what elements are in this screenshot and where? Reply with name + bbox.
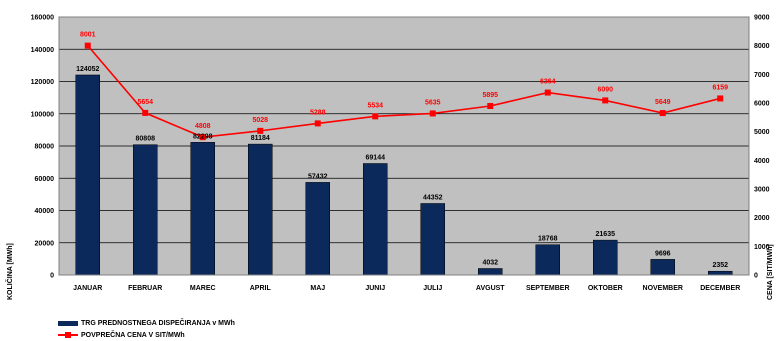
bar-value-label: 81184 [251, 135, 270, 142]
y-right-tick-label: 6000 [754, 101, 770, 108]
y-tick-label: 80000 [35, 144, 55, 151]
price-marker [544, 89, 551, 96]
x-tick-label: OKTOBER [588, 285, 623, 292]
legend-swatch-bar [58, 320, 78, 326]
bar [190, 142, 215, 276]
legend-label-bars: TRG PREDNOSTNEGA DISPEČIRANJA v MWh [81, 319, 235, 327]
bar-value-label: 69144 [366, 155, 386, 162]
data-labels: 124052 80808 82298 81184 57432 69144 44352 4032… [76, 32, 728, 270]
x-tick-label: FEBRUAR [128, 285, 162, 292]
price-marker [84, 42, 91, 49]
y-right-tick-label: 9000 [754, 15, 770, 22]
price-marker [659, 110, 666, 117]
bar [478, 268, 503, 276]
price-marker [199, 134, 206, 141]
x-tick-label: NOVEMBER [643, 285, 683, 292]
y-right-tick-label: 3000 [754, 187, 770, 194]
y-right-tick-label: 0 [754, 273, 758, 280]
grid [59, 48, 749, 244]
y-right-tick-label: 5000 [754, 129, 770, 136]
x-tick-label: APRIL [250, 285, 272, 292]
price-value-label: 5028 [252, 117, 268, 124]
bar [593, 239, 618, 276]
bar-value-label: 21635 [596, 231, 616, 238]
y-tick-label: 160000 [31, 15, 54, 22]
price-marker [372, 113, 379, 120]
price-value-label: 5635 [425, 99, 441, 106]
price-value-label: 4808 [195, 123, 211, 130]
y-axis-label: KOLIČINA [MWh] [5, 243, 14, 300]
axes: 0200004000060000800001000001200001400001… [31, 15, 770, 293]
legend-item-line: POVPREČNA CENA V SIT/MWh [58, 329, 235, 341]
x-tick-label: JUNIJ [365, 285, 385, 292]
x-tick-label: DECEMBER [700, 285, 740, 292]
y-tick-label: 60000 [35, 176, 55, 183]
legend-swatch-line [58, 331, 78, 339]
price-value-label: 5288 [310, 109, 326, 116]
bar [535, 244, 560, 276]
legend: TRG PREDNOSTNEGA DISPEČIRANJA v MWh POVP… [58, 317, 235, 341]
bar-value-label: 2352 [712, 262, 728, 269]
bar [650, 259, 675, 276]
x-tick-label: JULIJ [423, 285, 442, 292]
y-right-tick-label: 1000 [754, 244, 770, 251]
bar-value-label: 80808 [136, 136, 156, 143]
x-tick-label: MAJ [310, 285, 325, 292]
bar [248, 143, 273, 276]
bar [75, 74, 100, 276]
bar-value-label: 44352 [423, 194, 443, 201]
y-right-tick-label: 7000 [754, 72, 770, 79]
price-value-label: 5649 [655, 99, 671, 106]
bar-value-label: 4032 [482, 259, 498, 266]
price-value-label: 6364 [540, 79, 556, 86]
y-right-tick-label: 2000 [754, 215, 770, 222]
price-value-label: 6090 [597, 86, 613, 93]
price-value-label: 8001 [80, 32, 96, 39]
x-tick-label: MAREC [190, 285, 216, 292]
y-tick-label: 20000 [35, 240, 55, 247]
price-value-label: 5534 [367, 102, 383, 109]
price-value-label: 5654 [137, 99, 153, 106]
y-tick-label: 100000 [31, 111, 54, 118]
price-marker [314, 120, 321, 127]
legend-item-bars: TRG PREDNOSTNEGA DISPEČIRANJA v MWh [58, 317, 235, 329]
bar [305, 182, 330, 276]
price-marker [429, 110, 436, 117]
bar-value-label: 124052 [76, 66, 99, 73]
y-axis-right-label: CENA [SIT/MWh] [767, 244, 774, 300]
price-line-path [87, 45, 721, 138]
price-value-label: 6159 [712, 84, 728, 91]
bar-value-label: 9696 [655, 250, 671, 257]
bar-value-label: 82298 [193, 133, 213, 140]
y-right-tick-label: 4000 [754, 158, 770, 165]
y-tick-label: 140000 [31, 47, 54, 54]
bar [420, 203, 445, 276]
plot-border [58, 16, 750, 276]
price-marker [717, 95, 724, 102]
y-tick-label: 0 [50, 273, 54, 280]
price-marker [487, 103, 494, 110]
y-tick-label: 40000 [35, 208, 55, 215]
x-tick-label: JANUAR [73, 285, 102, 292]
price-marker [257, 127, 264, 134]
bar-value-label: 57432 [308, 173, 328, 180]
bar [133, 144, 158, 276]
price-marker [602, 97, 609, 104]
price-marker [142, 109, 149, 116]
legend-label-line: POVPREČNA CENA V SIT/MWh [81, 331, 185, 339]
bar [363, 163, 388, 276]
price-value-label: 5895 [482, 92, 498, 99]
bar-value-label: 18768 [538, 236, 558, 243]
x-tick-label: SEPTEMBER [526, 285, 570, 292]
y-tick-label: 120000 [31, 79, 54, 86]
price-line [84, 42, 724, 141]
bar [708, 270, 733, 276]
y-right-tick-label: 8000 [754, 43, 770, 50]
x-tick-label: AVGUST [476, 285, 505, 292]
